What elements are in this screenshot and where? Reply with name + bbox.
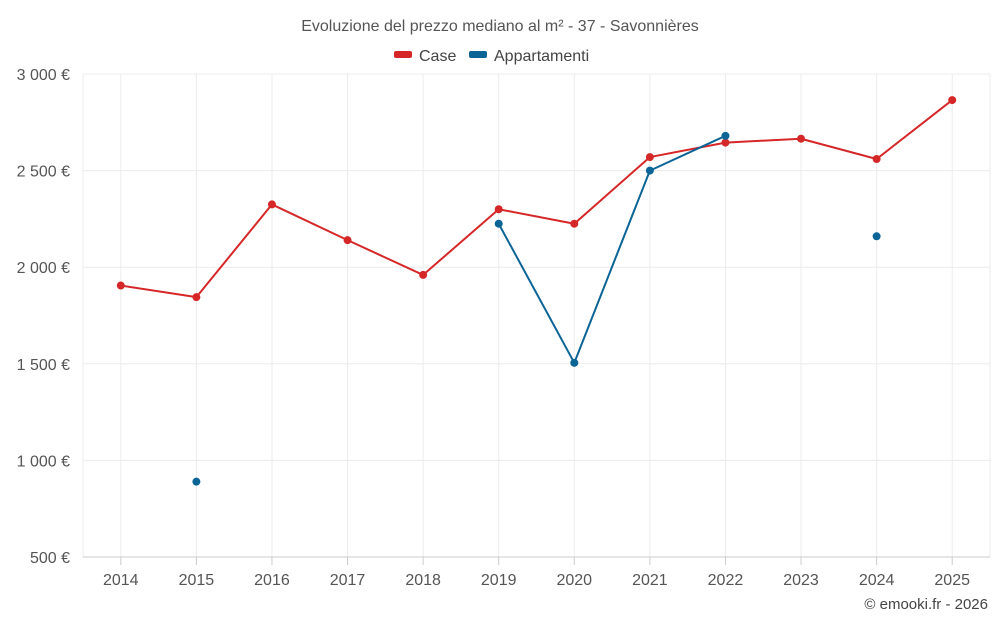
data-point[interactable] xyxy=(872,155,881,164)
x-tick-label: 2024 xyxy=(859,572,895,589)
y-tick-label: 1 000 € xyxy=(17,453,70,470)
data-point[interactable] xyxy=(797,134,806,143)
x-tick-label: 2025 xyxy=(934,572,970,589)
data-point[interactable] xyxy=(570,219,579,228)
data-point[interactable] xyxy=(343,236,352,245)
y-tick-label: 2 000 € xyxy=(17,260,70,277)
data-point[interactable] xyxy=(116,281,125,290)
legend-swatch[interactable] xyxy=(469,51,487,58)
series-line-segment xyxy=(346,239,425,276)
series-line-segment xyxy=(119,284,198,299)
data-point[interactable] xyxy=(419,270,428,279)
series-line-segment xyxy=(648,134,727,172)
data-point[interactable] xyxy=(494,205,503,214)
series-line-segment xyxy=(724,137,803,144)
y-tick-label: 3 000 € xyxy=(17,67,70,84)
series-line-segment xyxy=(573,169,651,364)
x-tick-label: 2015 xyxy=(179,572,215,589)
y-tick-label: 1 500 € xyxy=(17,357,70,374)
data-point[interactable] xyxy=(192,477,201,486)
series-line-segment xyxy=(573,156,651,225)
data-point[interactable] xyxy=(721,131,730,140)
data-point[interactable] xyxy=(872,232,881,241)
data-point[interactable] xyxy=(948,96,957,105)
series-line-segment xyxy=(648,141,727,159)
series-layer xyxy=(116,96,957,486)
series-line-segment xyxy=(497,208,576,225)
legend-swatch[interactable] xyxy=(394,51,412,58)
copyright-credit: © emooki.fr - 2026 xyxy=(864,596,988,613)
legend-label[interactable]: Case xyxy=(419,48,456,65)
series-line-segment xyxy=(875,99,954,161)
x-tick-label: 2014 xyxy=(103,572,139,589)
grid xyxy=(82,73,991,558)
x-tick-label: 2020 xyxy=(556,572,592,589)
data-point[interactable] xyxy=(494,219,503,228)
legend-label[interactable]: Appartamenti xyxy=(494,48,589,65)
y-tick-label: 500 € xyxy=(30,550,70,567)
chart-title: Evoluzione del prezzo mediano al m² - 37… xyxy=(301,18,699,35)
x-tick-label: 2023 xyxy=(783,572,819,589)
x-tick-label: 2019 xyxy=(481,572,517,589)
data-point[interactable] xyxy=(570,358,579,367)
data-point[interactable] xyxy=(645,153,654,162)
legend: Case Appartamenti xyxy=(394,48,589,65)
series-appartamenti xyxy=(192,131,881,486)
x-tick-label: 2022 xyxy=(708,572,744,589)
x-tick-label: 2021 xyxy=(632,572,668,589)
x-tick-label: 2018 xyxy=(405,572,441,589)
data-point[interactable] xyxy=(192,293,201,302)
y-tick-label: 2 500 € xyxy=(17,164,70,181)
x-tick-label: 2017 xyxy=(330,572,366,589)
data-point[interactable] xyxy=(721,138,730,147)
y-axis: 500 € 1 000 € 1 500 € 2 000 € 2 500 € 3 000 € xyxy=(17,67,70,567)
series-line-segment xyxy=(195,203,273,299)
series-case xyxy=(116,96,957,302)
x-tick-label: 2016 xyxy=(254,572,290,589)
data-point[interactable] xyxy=(267,200,276,209)
series-line-segment xyxy=(800,137,878,161)
data-point[interactable] xyxy=(645,166,654,175)
series-line-segment xyxy=(497,222,576,364)
series-line-segment xyxy=(422,208,500,276)
x-axis: 2014 2015 2016 2017 2018 2019 2020 2021 2022 2023… xyxy=(83,556,990,589)
series-line-segment xyxy=(270,203,349,242)
